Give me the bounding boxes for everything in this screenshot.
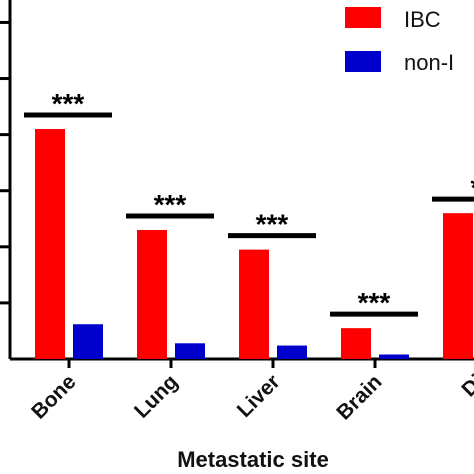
bar-ibc-di <box>443 213 473 359</box>
legend: IBC non-I <box>345 7 454 75</box>
bar-non-i-bone <box>73 324 103 359</box>
bar-ibc-liver <box>239 249 269 359</box>
x-tick-label-bone: Bone <box>27 370 80 423</box>
significance-label-liver: *** <box>256 209 289 240</box>
x-axis-label: Metastatic site <box>177 447 329 472</box>
significance-label-lung: *** <box>154 189 187 220</box>
x-tick-label-di: Di <box>457 370 474 401</box>
bar-ibc-brain <box>341 328 371 359</box>
legend-label-ibc: IBC <box>404 7 441 32</box>
significance-label-di: * <box>471 172 474 203</box>
bar-non-i-brain <box>379 354 409 359</box>
x-tick-label-liver: Liver <box>233 370 285 422</box>
bar-ibc-bone <box>35 129 65 359</box>
significance-label-brain: *** <box>358 287 391 318</box>
significance-markers: ************* <box>24 88 474 318</box>
bar-ibc-lung <box>137 229 167 359</box>
significance-label-bone: *** <box>52 88 85 119</box>
legend-swatch-ibc <box>345 7 381 28</box>
legend-label-non-ibc: non-I <box>404 50 454 75</box>
bars <box>35 129 473 359</box>
x-tick-label-brain: Brain <box>332 370 386 424</box>
x-tick-labels: Bone Lung Liver Brain Di <box>27 370 474 424</box>
legend-swatch-non-ibc <box>345 51 381 72</box>
bar-non-i-lung <box>175 343 205 359</box>
x-tick-label-lung: Lung <box>130 370 183 423</box>
bar-non-i-liver <box>277 345 307 359</box>
